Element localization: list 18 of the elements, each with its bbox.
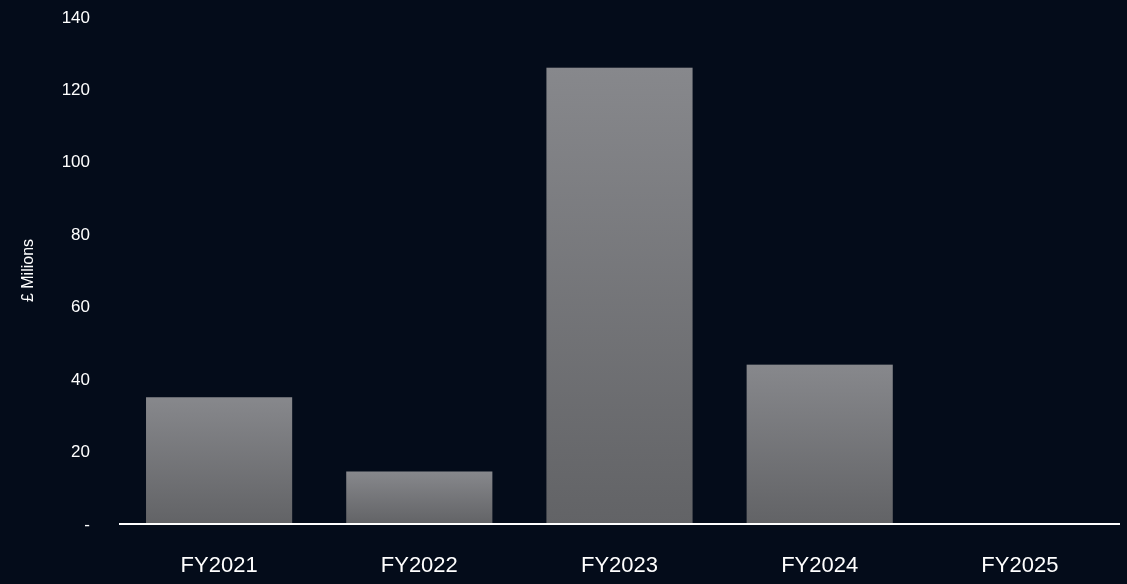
- y-tick-label: 60: [71, 297, 90, 317]
- y-tick-label: 100: [61, 152, 90, 172]
- y-tick-label: 80: [71, 224, 90, 244]
- bar: [546, 67, 693, 524]
- y-axis-title: £ Milions: [18, 238, 36, 303]
- x-tick-label: FY2024: [781, 552, 859, 577]
- x-tick-label: FY2023: [580, 552, 659, 577]
- bar: [346, 471, 493, 524]
- x-tick-label: FY2025: [981, 552, 1059, 577]
- bar: [746, 364, 893, 524]
- y-tick-label: -: [84, 514, 90, 534]
- bar: [146, 397, 293, 524]
- x-tick-label: FY2022: [380, 552, 458, 577]
- x-tick-label: FY2021: [180, 552, 258, 577]
- y-tick-label: 140: [61, 7, 90, 27]
- y-tick-label: 40: [71, 369, 90, 389]
- y-tick-label: 20: [71, 442, 90, 462]
- y-tick-label: 120: [61, 79, 90, 99]
